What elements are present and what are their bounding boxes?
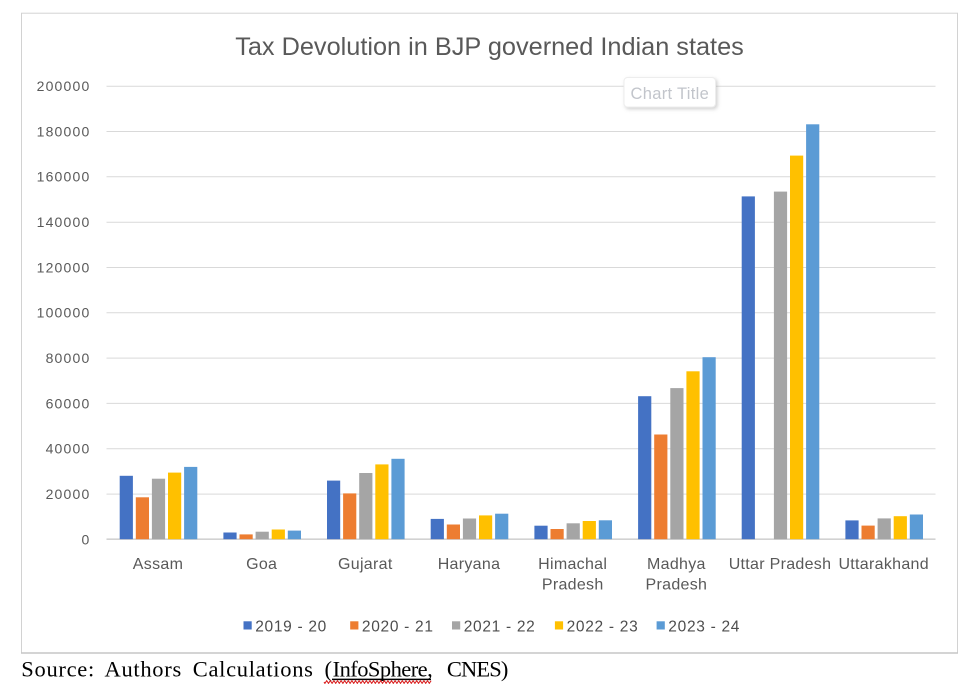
svg-text:Uttar Pradesh: Uttar Pradesh — [729, 556, 832, 573]
svg-text:60000: 60000 — [46, 395, 91, 411]
svg-text:40000: 40000 — [46, 441, 91, 457]
svg-text:120000: 120000 — [37, 259, 91, 275]
svg-text:Gujarat: Gujarat — [338, 556, 393, 573]
svg-text:2023 - 24: 2023 - 24 — [668, 619, 740, 636]
svg-text:Himachal: Himachal — [538, 556, 607, 573]
svg-text:Tax Devolution in BJP governed: Tax Devolution in BJP governed Indian st… — [235, 33, 744, 61]
svg-text:100000: 100000 — [37, 305, 91, 321]
svg-text:160000: 160000 — [37, 169, 91, 185]
svg-text:2021 - 22: 2021 - 22 — [464, 619, 536, 636]
svg-text:Pradesh: Pradesh — [646, 577, 708, 594]
svg-text:Madhya: Madhya — [647, 556, 706, 573]
svg-text:Chart Title: Chart Title — [631, 85, 710, 103]
svg-text:180000: 180000 — [37, 123, 91, 139]
svg-text:Assam: Assam — [133, 556, 183, 573]
svg-text:Haryana: Haryana — [438, 556, 501, 573]
svg-text:2020 - 21: 2020 - 21 — [362, 619, 434, 636]
svg-text:0: 0 — [82, 531, 91, 547]
svg-text:Pradesh: Pradesh — [542, 577, 604, 594]
svg-text:20000: 20000 — [46, 486, 91, 502]
svg-text:140000: 140000 — [37, 214, 91, 230]
svg-text:Goa: Goa — [246, 556, 277, 573]
svg-text:200000: 200000 — [37, 78, 91, 94]
svg-text:2019 - 20: 2019 - 20 — [255, 619, 327, 636]
svg-text:2022 - 23: 2022 - 23 — [567, 619, 639, 636]
svg-text:80000: 80000 — [46, 350, 91, 366]
svg-text:Source: Authors Calculations (: Source: Authors Calculations (InfoSphere… — [21, 657, 508, 682]
svg-text:Uttarakhand: Uttarakhand — [838, 556, 928, 573]
